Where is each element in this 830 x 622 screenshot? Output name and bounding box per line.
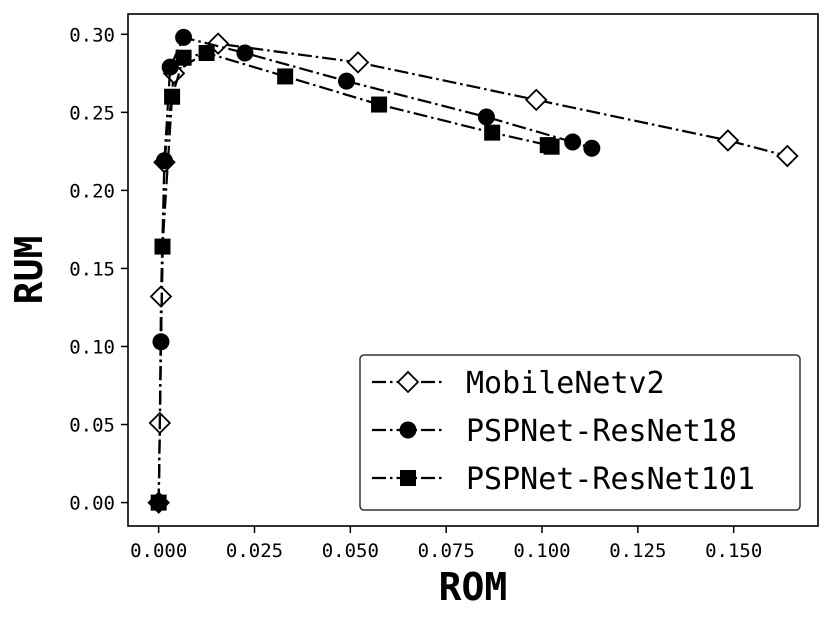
data-point [154,238,171,255]
data-point [338,72,355,90]
data-point [484,124,501,141]
data-point [277,68,294,85]
data-point [716,129,740,152]
data-point [175,49,192,66]
y-tick-label: 0.15 [69,258,115,280]
data-point [564,133,582,151]
y-tick-label: 0.10 [69,336,115,358]
data-point [155,152,173,170]
x-axis-title: ROM [439,565,508,609]
data-point [524,88,548,112]
data-point [371,96,388,113]
legend-label: MobileNetv2 [466,366,665,401]
data-point [175,28,193,46]
y-tick-label: 0.00 [69,493,115,515]
legend-marker [400,470,416,486]
y-tick-label: 0.30 [69,24,115,46]
y-axis-ticks: 0.00 0.05 0.10 0.15 0.20 0.25 0.30 [69,24,128,515]
x-tick-label: 0.050 [322,540,379,562]
data-point [161,58,179,76]
series-pspnet-resnet101 [150,45,560,511]
data-point [583,139,601,157]
data-point [164,88,181,105]
legend-label: PSPNet-ResNet101 [466,462,755,497]
y-axis-title: RUM [7,236,51,305]
data-point [543,138,560,155]
legend-item: PSPNet-ResNet18 [372,414,737,449]
legend-marker [396,370,420,394]
data-point [477,108,495,126]
x-tick-label: 0.100 [513,540,570,562]
legend-box [359,354,801,511]
x-axis-ticks: 0.000 0.025 0.050 0.075 0.100 0.125 0.150 [130,526,762,562]
data-point [236,44,254,62]
y-tick-label: 0.25 [69,102,115,124]
data-point [198,45,215,62]
series-layer [147,28,799,514]
plot-frame [127,13,819,527]
x-tick-label: 0.000 [130,540,187,562]
legend-item: PSPNet-ResNet101 [372,462,755,497]
x-tick-label: 0.025 [226,540,283,562]
x-tick-label: 0.125 [609,540,666,562]
legend-item: MobileNetv2 [372,366,665,401]
legend-marker [399,421,417,439]
legend: MobileNetv2 PSPNet-ResNet18 PSPNet-ResNet1… [359,354,801,511]
legend-label: PSPNet-ResNet18 [466,414,737,449]
y-tick-label: 0.20 [69,180,115,202]
data-point [150,494,167,511]
data-point [776,144,799,168]
y-tick-label: 0.05 [69,415,115,437]
data-point [346,51,370,74]
series-line [157,51,553,503]
x-tick-label: 0.150 [705,540,762,562]
x-tick-label: 0.075 [418,540,475,562]
